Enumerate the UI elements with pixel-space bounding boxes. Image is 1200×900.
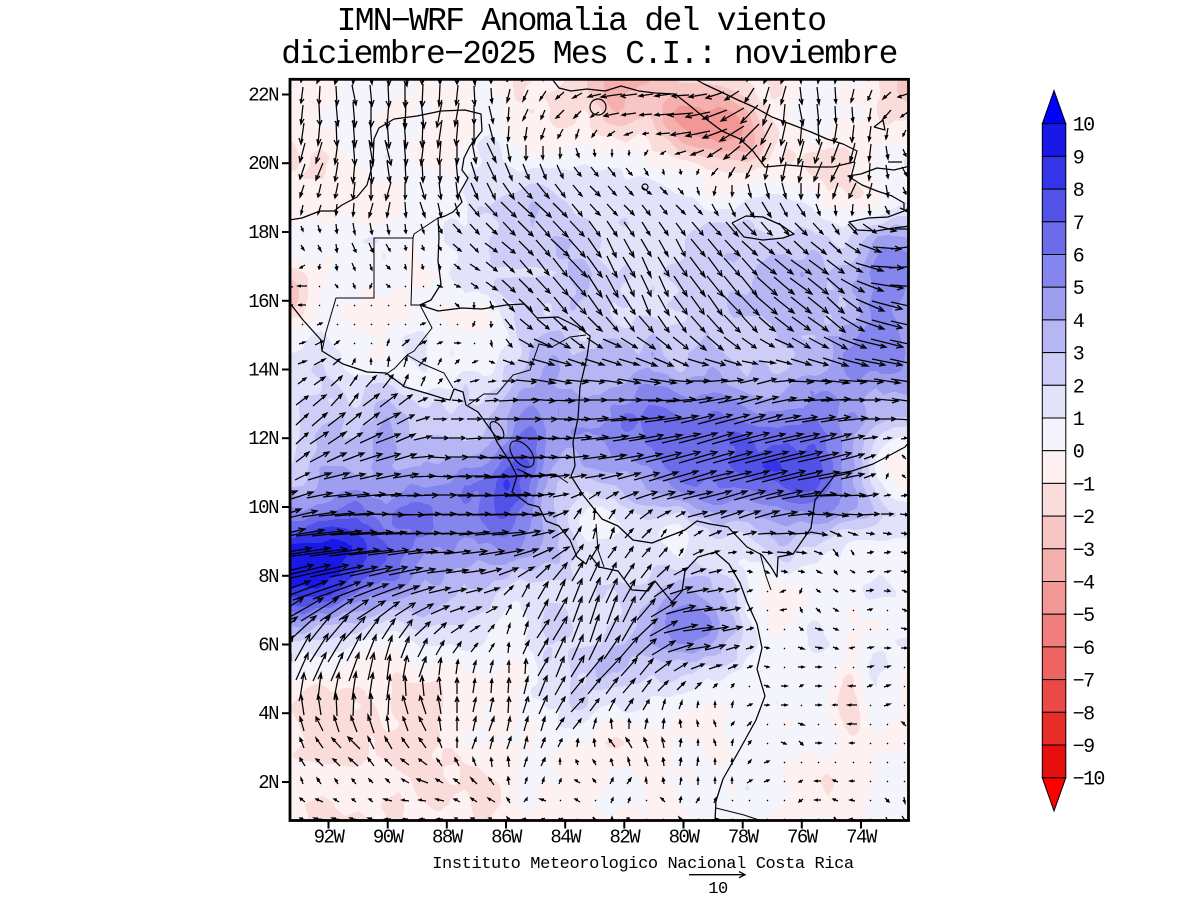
svg-text:−8: −8 [1073,703,1094,726]
svg-text:−10: −10 [1073,769,1105,792]
svg-text:18N: 18N [248,222,278,244]
svg-text:1: 1 [1073,409,1085,432]
svg-text:−1: −1 [1073,474,1095,497]
svg-text:−9: −9 [1073,736,1094,759]
svg-text:74W: 74W [846,827,878,849]
svg-text:14N: 14N [248,360,278,382]
svg-text:0: 0 [1073,442,1084,465]
svg-text:9: 9 [1073,147,1084,170]
svg-text:10N: 10N [248,497,278,519]
svg-text:88W: 88W [432,827,464,849]
svg-text:10: 10 [708,880,728,899]
svg-text:92W: 92W [314,827,346,849]
svg-text:20N: 20N [248,153,278,175]
svg-text:Instituto Meteorologico Nacion: Instituto Meteorologico Nacional Costa R… [432,855,854,874]
svg-text:10: 10 [1073,115,1094,138]
svg-text:76W: 76W [787,827,819,849]
svg-text:6: 6 [1073,246,1084,269]
svg-text:80W: 80W [669,827,701,849]
svg-text:84W: 84W [550,827,582,849]
svg-text:6N: 6N [258,635,278,657]
svg-text:78W: 78W [728,827,760,849]
svg-text:−4: −4 [1073,573,1094,596]
svg-text:16N: 16N [248,291,278,313]
svg-text:−2: −2 [1073,507,1094,530]
svg-text:3: 3 [1073,344,1084,367]
svg-text:22N: 22N [248,85,278,107]
svg-text:−3: −3 [1073,540,1094,563]
svg-text:2N: 2N [258,772,278,794]
svg-text:IMN−WRF Anomalia del viento: IMN−WRF Anomalia del viento [337,3,826,40]
svg-text:−7: −7 [1073,671,1094,694]
svg-text:86W: 86W [491,827,523,849]
svg-text:82W: 82W [609,827,641,849]
svg-text:12N: 12N [248,428,278,450]
svg-text:7: 7 [1073,213,1084,236]
svg-text:4N: 4N [258,703,278,725]
svg-text:8N: 8N [258,566,278,588]
svg-text:90W: 90W [373,827,405,849]
svg-text:4: 4 [1073,311,1084,334]
svg-text:2: 2 [1073,376,1084,399]
svg-text:−6: −6 [1073,638,1094,661]
svg-text:8: 8 [1073,180,1084,203]
svg-text:diciembre−2025 Mes C.I.: novie: diciembre−2025 Mes C.I.: noviembre [281,36,897,73]
svg-text:5: 5 [1073,278,1084,301]
svg-text:−5: −5 [1073,605,1094,628]
